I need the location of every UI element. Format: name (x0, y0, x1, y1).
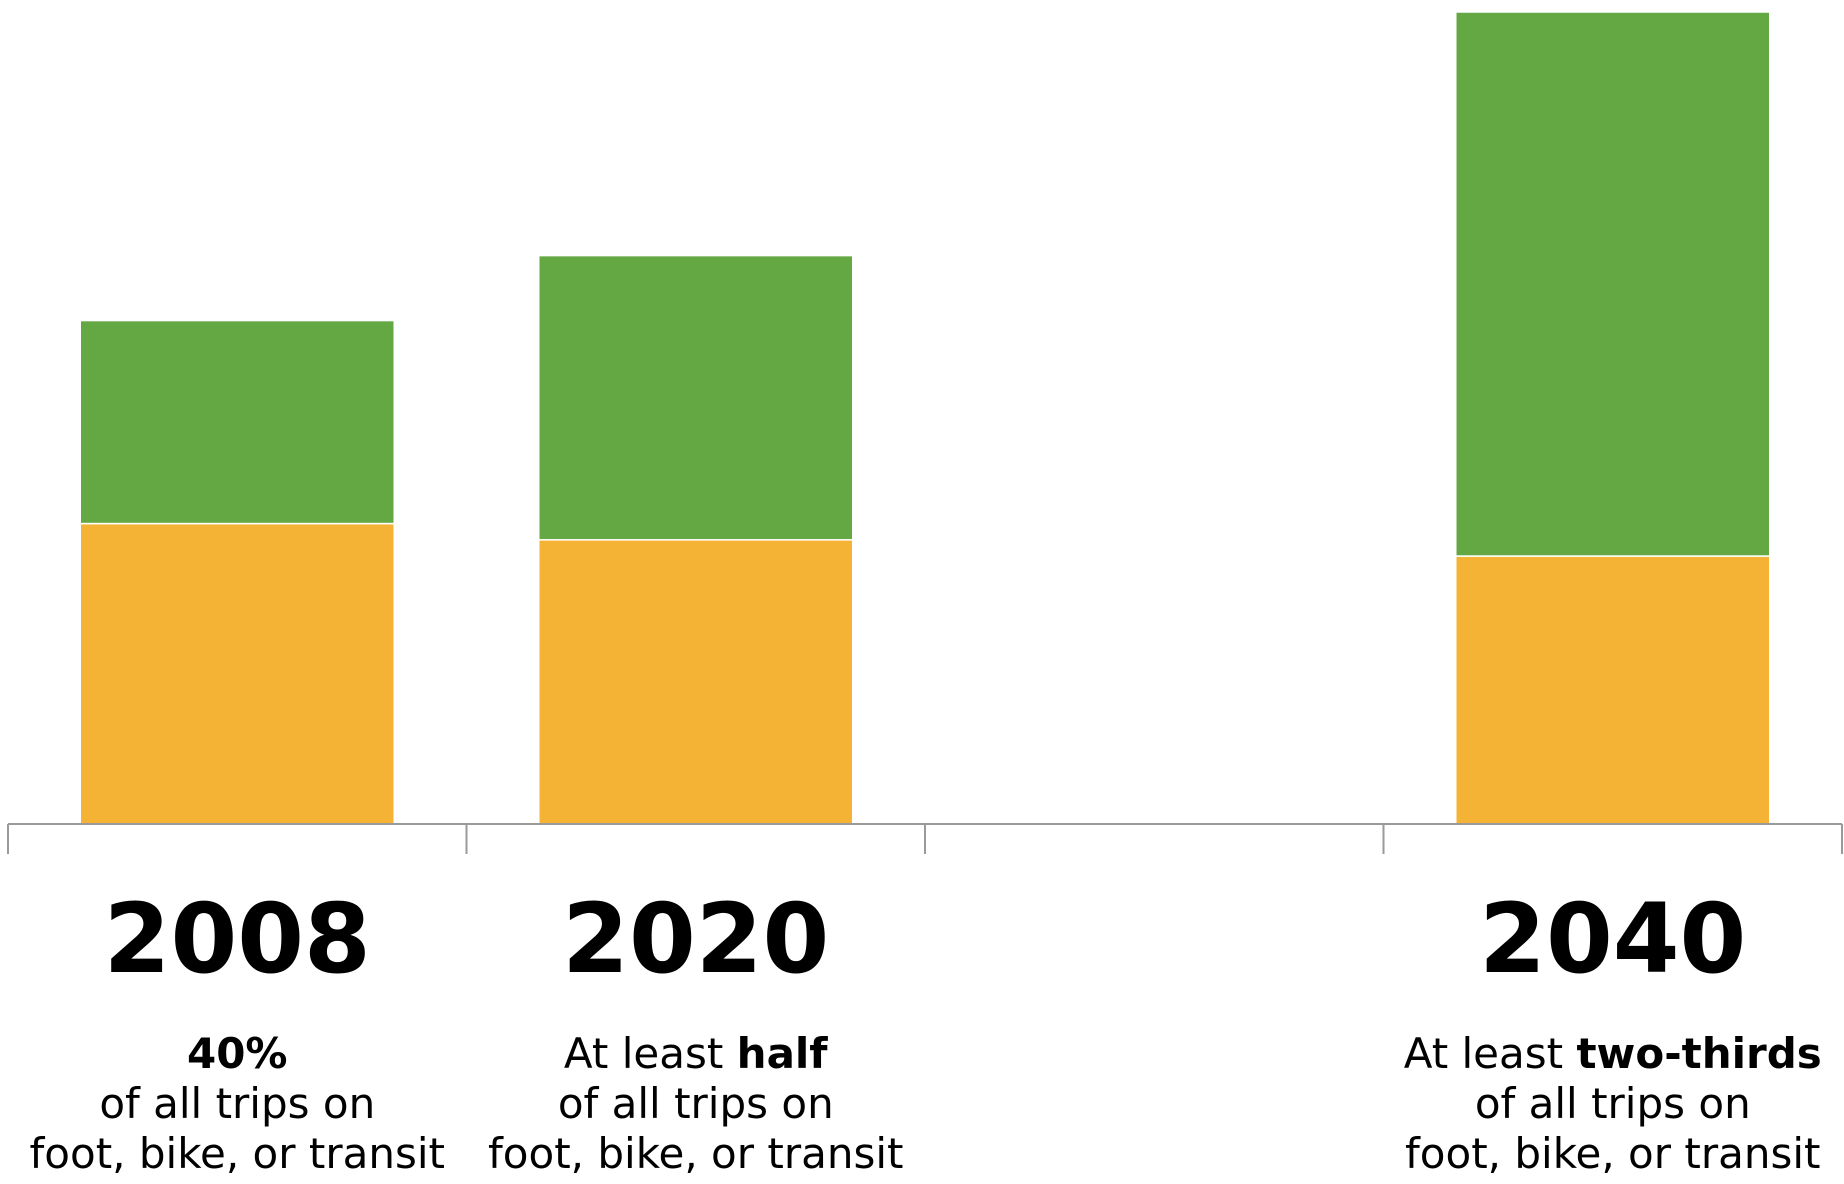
tick-label-2020: 2020 (562, 883, 829, 995)
caption-lead: At least (1404, 1029, 1577, 1078)
caption-line-3: foot, bike, or transit (30, 1129, 445, 1178)
caption-lead: At least (564, 1029, 737, 1078)
caption-line-2: of all trips on (99, 1079, 375, 1128)
x-axis (7, 823, 1843, 854)
caption-line-1: At least half (564, 1029, 828, 1078)
caption-emphasis: half (737, 1029, 829, 1078)
caption-line-1: 40% (187, 1029, 288, 1078)
tick-label-2040: 2040 (1479, 883, 1746, 995)
tick-label-2008: 2008 (104, 883, 371, 995)
bar-segment-upper-2040 (1455, 11, 1771, 557)
bar-segment-lower-2008 (79, 522, 395, 825)
caption-line-3: foot, bike, or transit (1405, 1129, 1820, 1178)
bars-layer (79, 11, 1771, 825)
bar-segment-lower-2040 (1455, 555, 1771, 825)
bar-segment-upper-2008 (79, 319, 395, 525)
caption-line-3: foot, bike, or transit (488, 1129, 903, 1178)
caption-emphasis: two-thirds (1576, 1029, 1821, 1078)
caption-line-2: of all trips on (1475, 1079, 1751, 1128)
caption-emphasis: 40% (187, 1029, 288, 1078)
bar-segment-upper-2020 (538, 254, 854, 541)
caption-line-2: of all trips on (558, 1079, 834, 1128)
caption-line-1: At least two-thirds (1404, 1029, 1822, 1078)
bar-segment-lower-2020 (538, 539, 854, 825)
